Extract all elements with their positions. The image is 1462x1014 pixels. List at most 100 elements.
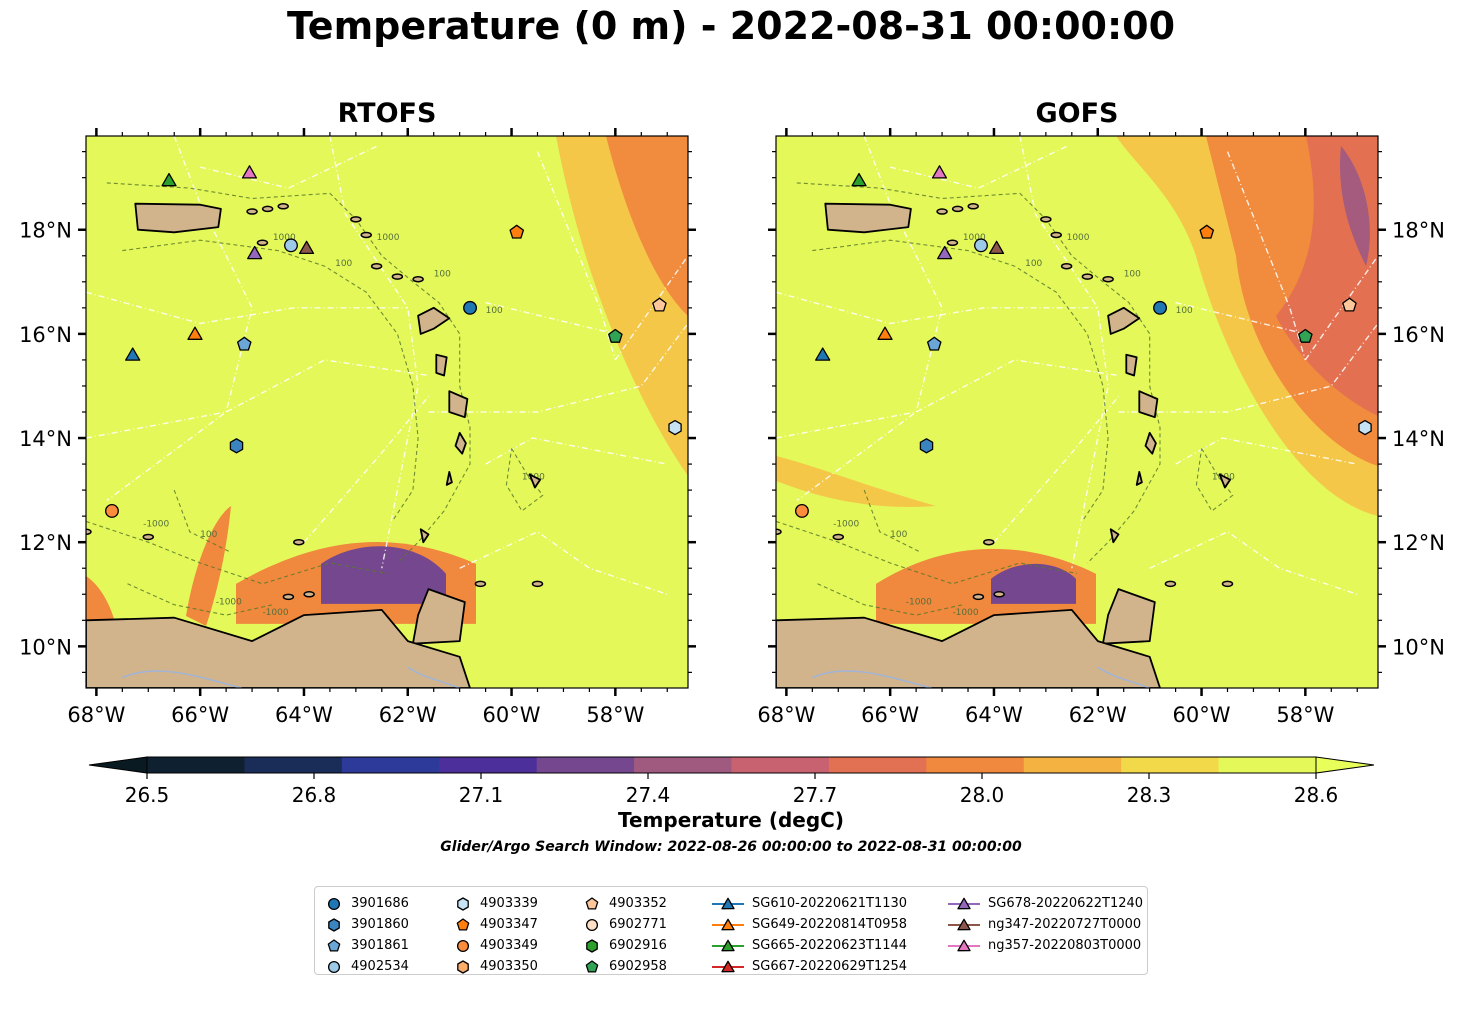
- lon-tick-label: 68°W: [67, 703, 125, 727]
- lat-tick-label: 14°N: [1392, 427, 1445, 451]
- legend-item: ng347-20220727T0000: [948, 914, 1143, 935]
- eez-boundary: [890, 145, 1067, 189]
- island: [936, 208, 948, 215]
- contour-label: 100: [335, 259, 352, 269]
- observation-marker: [608, 328, 623, 343]
- observation-marker: [794, 503, 809, 518]
- triangle-marker-icon: [948, 897, 980, 909]
- legend-label: 4903339: [480, 896, 538, 911]
- legend-label: SG649-20220814T0958: [752, 917, 908, 932]
- island: [282, 593, 295, 601]
- triangle-marker-icon: [948, 939, 980, 951]
- lon-tick-label: 58°W: [1276, 703, 1334, 727]
- island: [246, 208, 258, 215]
- observation-marker: [125, 347, 141, 361]
- triangle-marker-icon: [948, 918, 980, 930]
- bathymetry-contour: [863, 489, 922, 554]
- bathymetry-contour: [86, 520, 388, 585]
- triangle-marker-icon: [712, 939, 744, 951]
- legend-marker: [721, 897, 735, 909]
- cool-anomaly-region: [991, 563, 1076, 604]
- island: [776, 528, 782, 536]
- contour-label: -1000: [906, 598, 932, 608]
- eez-boundary: [1149, 530, 1358, 595]
- legend-marker: [328, 917, 340, 932]
- eez-boundary: [796, 136, 943, 502]
- land-mass: [419, 528, 430, 544]
- land-mass: [1138, 390, 1159, 419]
- island: [360, 231, 372, 239]
- colorbar-tick-label: 28.3: [1127, 783, 1172, 807]
- island: [1164, 580, 1177, 588]
- colorbar-segment: [1023, 757, 1122, 773]
- observation-marker: [877, 326, 893, 340]
- figure-title: Temperature (0 m) - 2022-08-31 00:00:00: [286, 4, 1176, 48]
- observation-marker: [668, 419, 682, 436]
- hexagon-marker-icon: [457, 959, 469, 974]
- legend-label: 3901861: [351, 938, 409, 953]
- legend-marker: [957, 939, 971, 951]
- legend-item: 4902534: [325, 956, 409, 977]
- island: [1221, 580, 1234, 588]
- contour-label: 100: [434, 270, 451, 280]
- circle-marker-icon: [456, 939, 470, 952]
- observation-marker: [988, 240, 1005, 255]
- legend-marker: [585, 959, 599, 973]
- eez-boundary: [1175, 437, 1358, 465]
- legend-marker: [327, 897, 341, 910]
- eez-boundary: [614, 255, 688, 361]
- contour-label: -1000: [143, 520, 169, 530]
- legend-item: SG678-20220622T1240: [948, 893, 1143, 914]
- land-mass: [1218, 473, 1231, 489]
- island: [474, 580, 487, 588]
- eez-boundary: [86, 359, 429, 439]
- land-mass: [824, 202, 912, 234]
- circle-marker-icon: [327, 960, 341, 973]
- colorbar-tick-label: 27.1: [459, 783, 504, 807]
- legend-marker: [957, 897, 971, 909]
- island: [391, 273, 404, 280]
- cool-anomaly-region: [86, 576, 116, 626]
- legend-label: 6902771: [609, 917, 667, 932]
- cool-anomaly-region: [321, 546, 446, 604]
- lat-tick-label: 12°N: [1392, 531, 1445, 555]
- land-mass: [1125, 353, 1138, 377]
- land-mass: [417, 306, 451, 335]
- observation-marker: [1358, 419, 1372, 436]
- observation-marker: [919, 438, 934, 454]
- lat-tick-label: 10°N: [1392, 635, 1445, 659]
- observation-marker: [652, 297, 667, 312]
- land-mass: [776, 609, 1161, 688]
- panel-title-gofs: GOFS: [1035, 98, 1119, 129]
- legend-label: SG665-20220623T1144: [752, 938, 908, 953]
- colorbar-segment: [926, 757, 1025, 773]
- eez-boundary: [485, 437, 668, 465]
- legend-item: 4903349: [454, 935, 538, 956]
- pentagon-marker-icon: [327, 938, 341, 952]
- lat-tick-label: 16°N: [19, 323, 72, 347]
- legend-marker: [456, 917, 470, 931]
- legend-label: SG667-20220629T1254: [752, 959, 908, 974]
- contour-label: 1000: [963, 233, 986, 243]
- lon-tick-label: 64°W: [275, 703, 333, 727]
- colorbar-segment: [244, 757, 343, 773]
- pentagon-marker-icon: [585, 896, 599, 910]
- eez-boundary: [776, 359, 1119, 439]
- legend-label: 3901860: [351, 917, 409, 932]
- legend-item: 6902916: [583, 935, 667, 956]
- hexagon-marker-icon: [457, 896, 469, 911]
- river: [407, 666, 460, 688]
- island: [967, 203, 979, 210]
- island: [350, 216, 362, 223]
- lon-tick-label: 66°W: [861, 703, 919, 727]
- land-mass: [448, 390, 469, 419]
- island: [972, 593, 985, 601]
- observation-marker: [1298, 328, 1313, 343]
- observation-marker: [931, 165, 948, 179]
- colorbar-tick-label: 27.7: [793, 783, 838, 807]
- eez-boundary: [106, 136, 253, 502]
- island: [261, 205, 274, 213]
- legend-marker: [721, 960, 735, 972]
- legend-marker: [585, 896, 599, 910]
- colorbar-tick-label: 28.6: [1294, 783, 1339, 807]
